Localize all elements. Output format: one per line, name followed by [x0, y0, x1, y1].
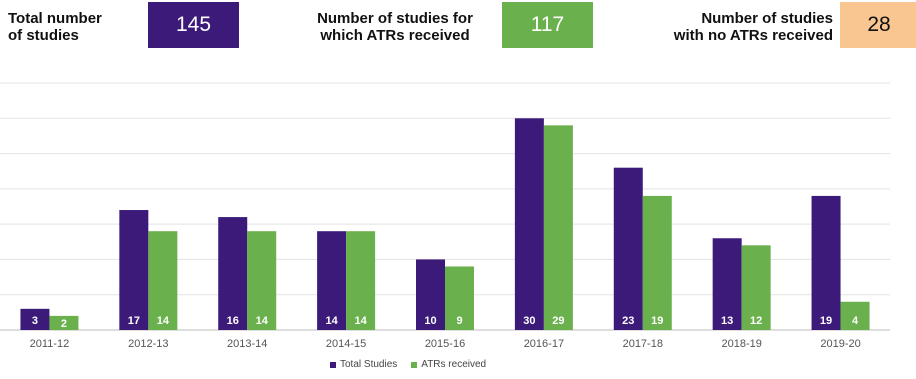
kpi-not-received-label-line1: Number of studies: [701, 10, 833, 27]
bar-data-label: 13: [721, 315, 733, 327]
bar-atrs: [247, 231, 277, 330]
kpi-total-label-line1: Total number: [8, 10, 102, 27]
kpi-not-received-label: Number of studies with no ATRs received: [628, 10, 833, 44]
bar-data-label: 19: [820, 315, 832, 327]
kpi-received-label-line2: which ATRs received: [320, 27, 470, 44]
kpi-total-value: 145: [175, 13, 212, 36]
bar-data-label: 29: [552, 315, 564, 327]
bar-data-label: 19: [651, 315, 663, 327]
kpi-not-received-label-line2: with no ATRs received: [673, 27, 833, 44]
legend-swatch-total: [330, 361, 336, 368]
bar-total: [317, 231, 347, 330]
bar-data-label: 4: [852, 315, 859, 327]
bar-data-label: 12: [750, 315, 762, 327]
bar-atrs: [346, 231, 376, 330]
bar-total: [119, 210, 149, 330]
bar-atrs: [741, 245, 771, 330]
chart-legend: Total Studies ATRs received: [330, 359, 500, 370]
bar-total: [514, 118, 544, 331]
x-tick-label: 2012-13: [128, 338, 168, 350]
kpi-received-value-box: 117: [502, 2, 593, 48]
x-tick-label: 2013-14: [227, 338, 267, 350]
bar-total: [20, 308, 50, 330]
x-tick-label: 2014-15: [326, 338, 366, 350]
bar-total: [613, 167, 643, 330]
x-tick-label: 2016-17: [524, 338, 564, 350]
kpi-total-label: Total number of studies: [8, 10, 138, 44]
bar-data-label: 23: [622, 315, 634, 327]
bar-atrs: [445, 266, 474, 330]
bar-total: [712, 238, 742, 330]
bar-data-label: 14: [157, 315, 170, 327]
x-tick-label: 2019-20: [820, 338, 860, 350]
bar-atrs: [148, 231, 178, 330]
x-tick-label: 2017-18: [623, 338, 663, 350]
bar-data-label: 2: [61, 318, 67, 330]
bar-data-label: 14: [325, 315, 338, 327]
bar-data-label: 14: [354, 315, 367, 327]
legend-label-atrs: ATRs received: [421, 359, 487, 370]
legend-swatch-atrs: [411, 361, 418, 368]
kpi-total-label-line2: of studies: [8, 27, 79, 44]
bar-data-label: 17: [128, 315, 140, 327]
kpi-total-value-box: 145: [148, 2, 239, 48]
bar-data-label: 3: [32, 315, 38, 327]
bar-atrs: [49, 315, 79, 330]
bar-data-label: 16: [227, 315, 239, 327]
bar-atrs: [543, 125, 573, 330]
x-tick-label: 2015-16: [425, 338, 465, 350]
bar-data-label: 14: [256, 315, 269, 327]
bar-atrs: [642, 195, 672, 330]
bar-data-label: 10: [424, 315, 436, 327]
legend-item-total: Total Studies: [330, 359, 397, 370]
legend-label-total: Total Studies: [340, 359, 398, 370]
bar-atrs: [840, 301, 870, 330]
kpi-received-label: Number of studies for which ATRs receive…: [295, 10, 495, 44]
kpi-received-label-line1: Number of studies for: [317, 10, 473, 27]
bar-data-label: 30: [523, 315, 535, 327]
legend-item-atrs: ATRs received: [411, 359, 486, 370]
kpi-not-received-value: 28: [867, 13, 891, 36]
bar-total: [811, 195, 841, 330]
x-tick-label: 2018-19: [721, 338, 761, 350]
kpi-received-value: 117: [530, 13, 565, 36]
bar-total: [416, 259, 445, 330]
bar-data-label: 9: [456, 315, 462, 327]
x-tick-label: 2011-12: [30, 338, 70, 350]
bar-total: [218, 217, 248, 330]
kpi-not-received-value-box: 28: [840, 2, 916, 48]
